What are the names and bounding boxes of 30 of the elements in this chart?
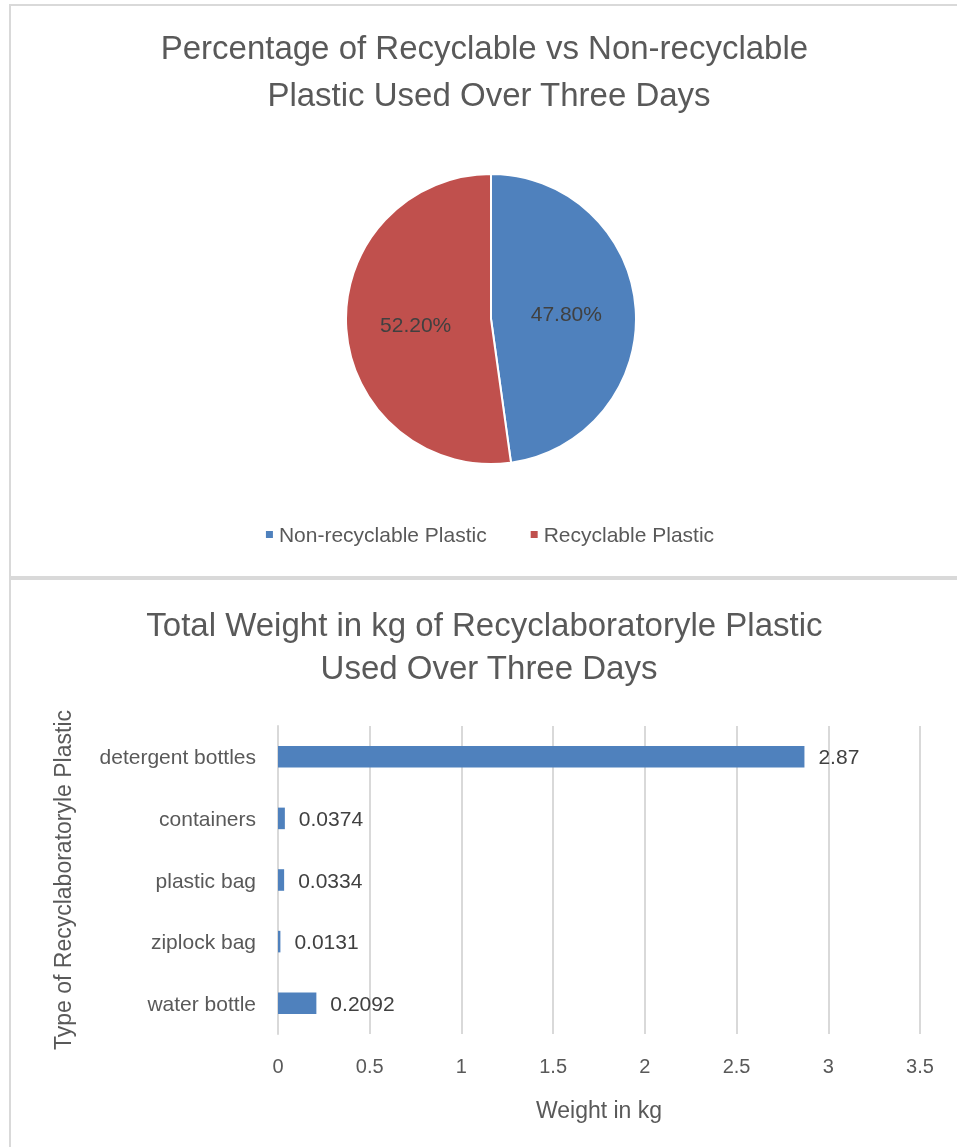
- data-label: 0.2092: [330, 991, 395, 1015]
- x-tick-label: 1: [455, 1055, 467, 1077]
- x-tick-label: 3.5: [906, 1055, 934, 1077]
- chart-title: Total Weight in kg of Recyclaboratoryle Plastic Used Over Three Days: [146, 606, 832, 686]
- legend-label: Recyclable Plastic: [543, 523, 715, 546]
- y-tick-label: plastic bag: [155, 868, 256, 892]
- y-tick-label: ziplock bag: [150, 930, 256, 954]
- y-tick-label: detergent bottles: [99, 745, 256, 769]
- data-label: 0.0334: [298, 868, 363, 892]
- chart-title: Percentage of Recyclable vs Non-recyclable Plastic Used Over Three Days: [160, 29, 818, 113]
- x-tick-label: 0.5: [355, 1055, 384, 1077]
- data-label: 2.87: [818, 745, 860, 769]
- x-tick-label: 2.5: [722, 1055, 751, 1077]
- x-tick-label: 2: [639, 1055, 651, 1077]
- y-axis-title: Type of Recyclaboratoryle Plastic: [49, 709, 76, 1051]
- bar: [278, 807, 285, 830]
- y-tick-label: water bottle: [146, 991, 256, 1015]
- legend-label: Non-recyclable Plastic: [278, 523, 487, 546]
- bar: [278, 992, 317, 1014]
- bar: [278, 869, 285, 891]
- data-label: 0.0131: [294, 930, 359, 954]
- data-label: 0.0374: [298, 806, 364, 830]
- x-axis-title: Weight in kg: [535, 1096, 663, 1123]
- y-tick-label: containers: [159, 806, 256, 830]
- x-tick-label: 1.5: [539, 1055, 568, 1077]
- x-tick-label: 3: [822, 1055, 834, 1077]
- data-label: 47.80%: [530, 302, 602, 326]
- x-tick-label: 0: [272, 1055, 284, 1077]
- bar: [278, 746, 805, 768]
- data-label: 52.20%: [380, 312, 452, 336]
